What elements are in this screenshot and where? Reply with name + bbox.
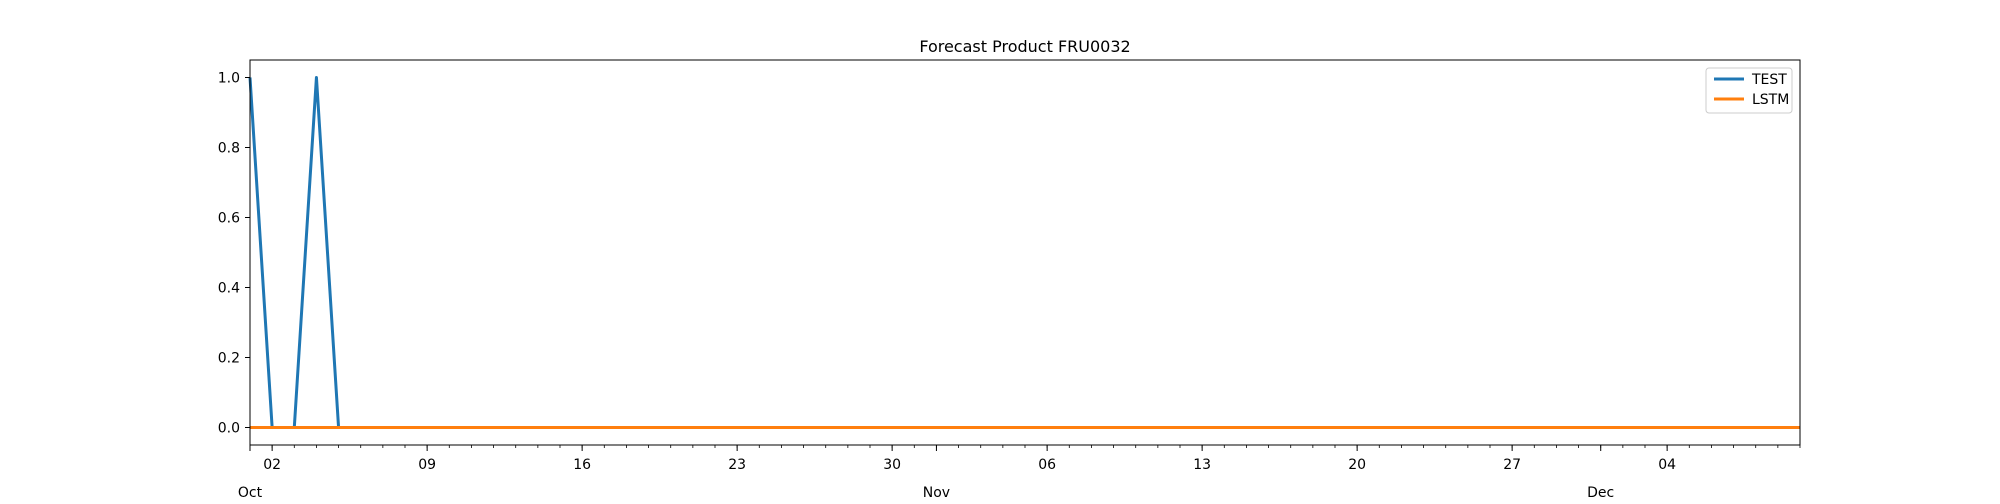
x-tick-label: 16 bbox=[573, 457, 591, 473]
legend: TEST LSTM bbox=[1705, 67, 1793, 114]
x-tick-label: 20 bbox=[1348, 457, 1366, 473]
y-tick-label: 0.0 bbox=[218, 421, 240, 437]
y-tick-label: 0.2 bbox=[218, 351, 240, 367]
y-tick-label: 0.4 bbox=[218, 281, 240, 297]
x-axis: 02 09 16 23 30 06 13 20 27 04 Oct Nov Dec bbox=[238, 445, 1801, 501]
x-tick-label: 13 bbox=[1193, 457, 1211, 473]
y-axis: 0.0 0.2 0.4 0.6 0.8 1.0 bbox=[218, 71, 250, 437]
y-tick-label: 0.8 bbox=[218, 141, 240, 157]
x-month-label: Dec bbox=[1587, 485, 1614, 500]
x-month-label: Oct bbox=[238, 485, 263, 500]
series-layer bbox=[248, 76, 1800, 429]
x-tick-label: 04 bbox=[1658, 457, 1676, 473]
x-tick-label: 06 bbox=[1038, 457, 1056, 473]
chart-title: Forecast Product FRU0032 bbox=[919, 37, 1130, 56]
y-tick-label: 0.6 bbox=[218, 211, 240, 227]
plot-frame bbox=[249, 59, 1801, 446]
y-tick-label: 1.0 bbox=[218, 71, 240, 87]
series-line-test bbox=[248, 76, 1800, 429]
legend-label-lstm: LSTM bbox=[1752, 92, 1789, 108]
x-tick-label: 30 bbox=[883, 457, 901, 473]
x-tick-label: 23 bbox=[728, 457, 746, 473]
x-month-label: Nov bbox=[923, 485, 950, 500]
x-tick-label: 09 bbox=[418, 457, 436, 473]
x-tick-label: 02 bbox=[263, 457, 281, 473]
legend-label-test: TEST bbox=[1751, 72, 1787, 88]
plot-area bbox=[248, 59, 1801, 446]
x-tick-label: 27 bbox=[1503, 457, 1521, 473]
